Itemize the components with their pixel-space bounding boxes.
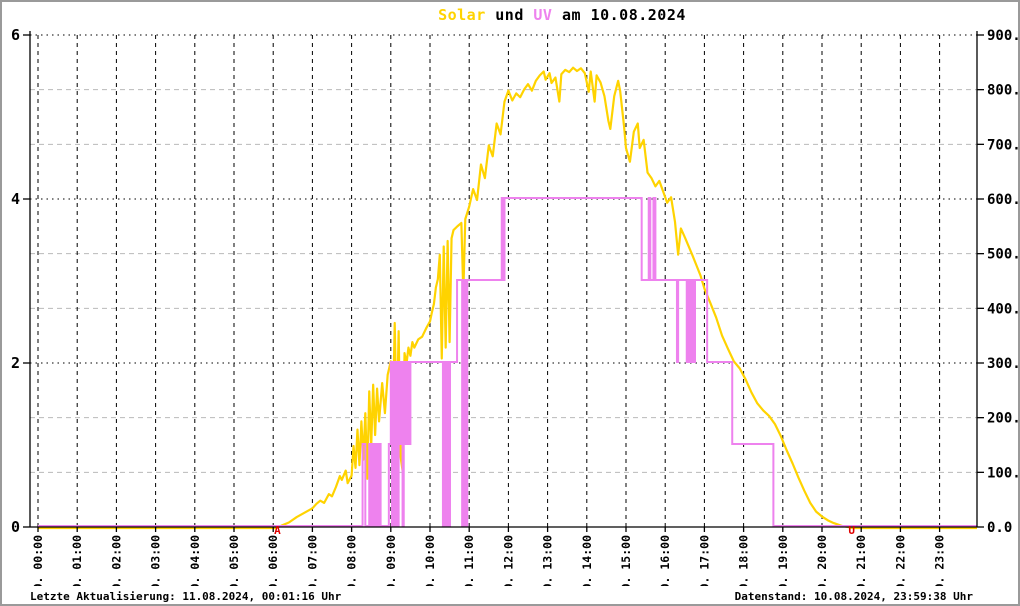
right-tick-label: 500.0 bbox=[987, 247, 1020, 263]
hour-tick-label: 10. 19:00 bbox=[776, 535, 790, 586]
last-update-text: Letzte Aktualisierung: 11.08.2024, 00:01… bbox=[30, 590, 342, 603]
right-tick-label: 900.0 bbox=[987, 28, 1020, 44]
solar-line bbox=[38, 66, 977, 530]
right-tick-label: 600.0 bbox=[987, 192, 1020, 208]
hour-tick-label: 10. 05:00 bbox=[227, 535, 241, 586]
hour-tick-label: 10. 12:00 bbox=[501, 535, 515, 586]
sunset-marker: U bbox=[848, 524, 855, 537]
hour-tick-label: 10. 20:00 bbox=[815, 535, 829, 586]
hour-tick-label: 10. 15:00 bbox=[619, 535, 633, 586]
hour-tick-label: 10. 18:00 bbox=[737, 535, 751, 586]
right-tick-label: 200.0 bbox=[987, 411, 1020, 427]
hour-tick-label: 10. 04:00 bbox=[188, 535, 202, 586]
right-tick-label: 100.0 bbox=[987, 465, 1020, 481]
hour-tick-label: 10. 23:00 bbox=[933, 535, 947, 586]
title-date-text: am 10.08.2024 bbox=[552, 6, 686, 24]
title-uv-label: UV bbox=[533, 6, 553, 24]
hour-tick-label: 10. 08:00 bbox=[345, 535, 359, 586]
hour-tick-label: 10. 03:00 bbox=[149, 535, 163, 586]
hour-tick-label: 10. 21:00 bbox=[854, 535, 868, 586]
right-tick-label: 700.0 bbox=[987, 137, 1020, 153]
title-und-text: und bbox=[485, 6, 534, 24]
left-tick-label: 6 bbox=[11, 26, 20, 44]
hour-tick-label: 10. 07:00 bbox=[305, 535, 319, 586]
sunrise-marker: A bbox=[274, 524, 281, 537]
title-solar-label: Solar bbox=[438, 6, 486, 24]
left-tick-label: 0 bbox=[11, 518, 20, 536]
data-timestamp-text: Datenstand: 10.08.2024, 23:59:38 Uhr bbox=[734, 590, 973, 603]
hour-tick-label: 10. 09:00 bbox=[384, 535, 398, 586]
hour-tick-label: 10. 11:00 bbox=[462, 535, 476, 586]
hour-tick-label: 10. 16:00 bbox=[658, 535, 672, 586]
hour-tick-label: 10. 10:00 bbox=[423, 535, 437, 586]
hour-tick-label: 10. 02:00 bbox=[109, 535, 123, 586]
chart-canvas: 0 2 4 6 0.0 100.0 200.0 300.0 400.0 500.0 600.0 700… bbox=[11, 26, 1020, 586]
right-tick-label: 300.0 bbox=[987, 356, 1020, 372]
chart-title: Solar und UV am 10.08.2024 bbox=[102, 6, 1018, 24]
right-tick-label: 0.0 bbox=[987, 520, 1012, 536]
hour-tick-label: 10. 01:00 bbox=[70, 535, 84, 586]
hour-tick-label: 10. 14:00 bbox=[580, 535, 594, 586]
hour-tick-label: 10. 00:00 bbox=[31, 535, 45, 586]
uv-line bbox=[38, 197, 977, 527]
right-tick-label: 400.0 bbox=[987, 301, 1020, 317]
right-tick-label: 800.0 bbox=[987, 83, 1020, 99]
hour-tick-label: 10. 22:00 bbox=[893, 535, 907, 586]
hour-tick-label: 10. 17:00 bbox=[697, 535, 711, 586]
left-tick-label: 4 bbox=[11, 190, 20, 208]
hour-tick-label: 10. 06:00 bbox=[266, 535, 280, 586]
left-tick-label: 2 bbox=[11, 354, 20, 372]
hour-tick-label: 10. 13:00 bbox=[541, 535, 555, 586]
